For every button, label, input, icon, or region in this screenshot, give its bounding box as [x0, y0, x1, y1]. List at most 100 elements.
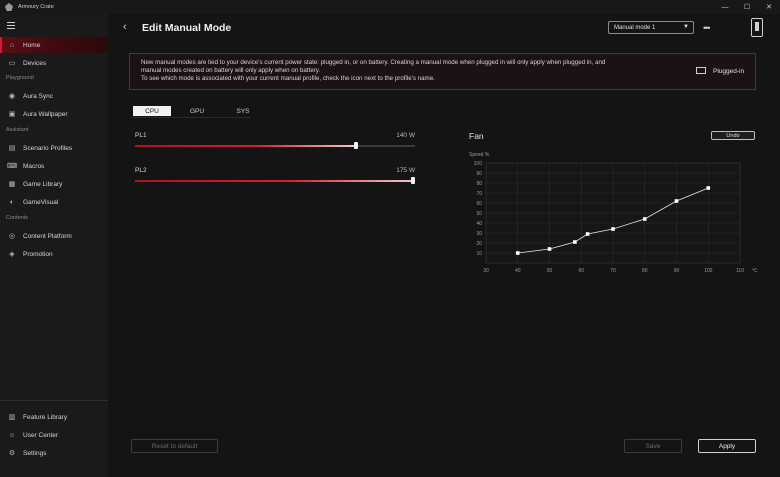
pl1-slider[interactable]: [135, 142, 415, 149]
feature-library-icon: ▥: [8, 414, 16, 421]
fan-curve-point[interactable]: [515, 251, 520, 255]
sidebar-item-home[interactable]: ⌂ Home: [0, 37, 108, 53]
y-tick-label: 70: [476, 191, 482, 197]
tab-gpu[interactable]: GPU: [189, 107, 205, 115]
tabs-underline: [131, 117, 251, 118]
minimize-button[interactable]: —: [721, 3, 729, 11]
power-state-notice: New manual modes are tied to your device…: [129, 53, 756, 90]
section-playground: Playground: [6, 75, 34, 81]
fan-title: Fan: [469, 131, 484, 141]
sidebar-item-label: Game Library: [23, 180, 63, 188]
fan-curve-point[interactable]: [611, 227, 615, 231]
sidebar-item-aura-wallpaper[interactable]: ▣ Aura Wallpaper: [0, 106, 108, 122]
fan-curve-line: [517, 187, 709, 254]
sidebar-item-label: Feature Library: [23, 413, 68, 421]
sidebar-item-devices[interactable]: ▭ Devices: [0, 55, 108, 71]
pl1-slider-fill: [135, 145, 356, 147]
notice-line-3: To see which mode is associated with you…: [141, 75, 435, 82]
sidebar-item-label: Home: [23, 41, 41, 49]
y-tick-label: 60: [476, 201, 482, 207]
sidebar-item-label: Promotion: [23, 250, 53, 258]
save-button[interactable]: Save: [624, 439, 682, 453]
devices-icon: ▭: [8, 60, 16, 67]
app-logo-icon: [5, 3, 13, 11]
sidebar-item-gamevisual[interactable]: ◐ GameVisual: [0, 194, 108, 210]
pl2-slider-thumb[interactable]: [411, 177, 415, 184]
sidebar-item-game-library[interactable]: ▦ Game Library: [0, 176, 108, 192]
device-icon[interactable]: [751, 18, 763, 37]
x-tick-label: 110: [736, 268, 744, 274]
user-icon: ☺: [8, 431, 16, 439]
notice-text: New manual modes are tied to your device…: [141, 59, 681, 83]
back-chevron-icon[interactable]: ‹: [123, 21, 127, 33]
more-options-icon[interactable]: •••: [703, 23, 711, 33]
manual-mode-select[interactable]: Manual mode 1 ▼: [608, 21, 694, 34]
fan-curve-point[interactable]: [706, 186, 711, 190]
sidebar-item-label: User Center: [23, 431, 59, 439]
sidebar-item-settings[interactable]: ⚙ Settings: [0, 445, 108, 461]
game-library-icon: ▦: [8, 181, 16, 188]
content-platform-icon: ◎: [8, 233, 16, 240]
fan-curve-point[interactable]: [573, 240, 577, 244]
y-tick-label: 80: [476, 181, 482, 187]
sidebar-item-label: Content Platform: [23, 232, 72, 240]
sidebar-item-aura-sync[interactable]: ◉ Aura Sync: [0, 88, 108, 104]
sidebar-item-label: Settings: [23, 449, 47, 457]
maximize-button[interactable]: ☐: [743, 4, 751, 11]
fan-curve-point[interactable]: [674, 199, 679, 203]
menu-icon[interactable]: [7, 22, 15, 31]
undo-button[interactable]: Undo: [711, 131, 755, 140]
sidebar-item-content-platform[interactable]: ◎ Content Platform: [0, 228, 108, 244]
x-tick-label: 50: [547, 268, 553, 274]
fan-curve-point[interactable]: [585, 232, 590, 236]
gamevisual-icon: ◐: [9, 198, 15, 206]
pl2-slider-fill: [135, 180, 415, 182]
chevron-down-icon: ▼: [683, 24, 689, 30]
title-bar: Armoury Crate — ☐ ✕: [0, 0, 780, 14]
sidebar-item-promotion[interactable]: ◈ Promotion: [0, 246, 108, 262]
x-tick-label: 30: [483, 268, 489, 274]
macros-icon: ⌨: [7, 163, 18, 170]
x-tick-label: 90: [674, 268, 680, 274]
aura-sync-icon: ◉: [8, 93, 16, 100]
page-title: Edit Manual Mode: [142, 22, 232, 34]
sidebar-item-label: Scenario Profiles: [23, 144, 73, 152]
home-icon: ⌂: [9, 41, 15, 49]
tab-sys[interactable]: SYS: [236, 107, 250, 115]
sidebar-item-label: Devices: [23, 59, 47, 67]
power-state-label: Plugged-in: [713, 68, 745, 75]
x-axis-label: ℃: [752, 268, 758, 274]
pl2-label: PL2: [135, 167, 147, 174]
fan-curve-point[interactable]: [642, 217, 647, 221]
y-tick-label: 30: [476, 231, 482, 237]
window-controls: — ☐ ✕: [714, 0, 780, 14]
sidebar-item-scenario-profiles[interactable]: ▤ Scenario Profiles: [0, 140, 108, 156]
sidebar-divider: [0, 400, 108, 401]
close-button[interactable]: ✕: [766, 4, 772, 11]
pl1-slider-thumb[interactable]: [354, 142, 358, 149]
fan-curve-point[interactable]: [547, 247, 552, 251]
promotion-icon: ◈: [9, 251, 15, 258]
y-axis-label: Speed %: [469, 152, 490, 158]
fan-curve-chart[interactable]: 30 40 50 60 70 80 90 100 110 10 20 30 40 50 60 70 80 90 10…: [462, 148, 762, 278]
section-assistant: Assistant: [6, 127, 29, 133]
plug-icon: [696, 67, 706, 74]
sidebar-item-macros[interactable]: ⌨ Macros: [0, 158, 108, 174]
sidebar-item-user-center[interactable]: ☺ User Center: [0, 427, 108, 443]
reset-to-default-button[interactable]: Reset to default: [131, 439, 218, 453]
sidebar-item-label: Aura Sync: [23, 92, 53, 100]
mode-select-value: Manual mode 1: [614, 24, 656, 31]
settings-icon: ⚙: [8, 450, 16, 457]
tab-cpu[interactable]: CPU: [131, 106, 171, 116]
pl2-slider[interactable]: [135, 177, 415, 184]
x-tick-label: 80: [642, 268, 648, 274]
notice-line-2: manual modes created on battery will onl…: [141, 67, 321, 74]
wallpaper-icon: ▣: [8, 111, 16, 118]
sidebar-item-feature-library[interactable]: ▥ Feature Library: [0, 409, 108, 425]
component-tabs: CPU GPU SYS: [131, 106, 269, 116]
apply-button[interactable]: Apply: [698, 439, 756, 453]
pl1-value: 140 W: [396, 132, 415, 139]
y-tick-label: 50: [476, 211, 482, 217]
app-title: Armoury Crate: [18, 4, 54, 10]
y-tick-label: 100: [474, 161, 483, 167]
